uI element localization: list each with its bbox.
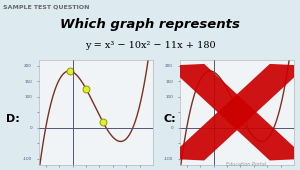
Text: Education Portal: Education Portal	[226, 162, 266, 167]
Polygon shape	[167, 64, 300, 160]
Text: SAMPLE TEST QUESTION: SAMPLE TEST QUESTION	[3, 5, 89, 10]
Text: D:: D:	[6, 114, 20, 124]
Text: y = x³ − 10x² − 11x + 180: y = x³ − 10x² − 11x + 180	[85, 41, 215, 50]
Text: C:: C:	[164, 114, 176, 124]
Polygon shape	[167, 64, 300, 160]
Text: Which graph represents: Which graph represents	[60, 18, 240, 31]
